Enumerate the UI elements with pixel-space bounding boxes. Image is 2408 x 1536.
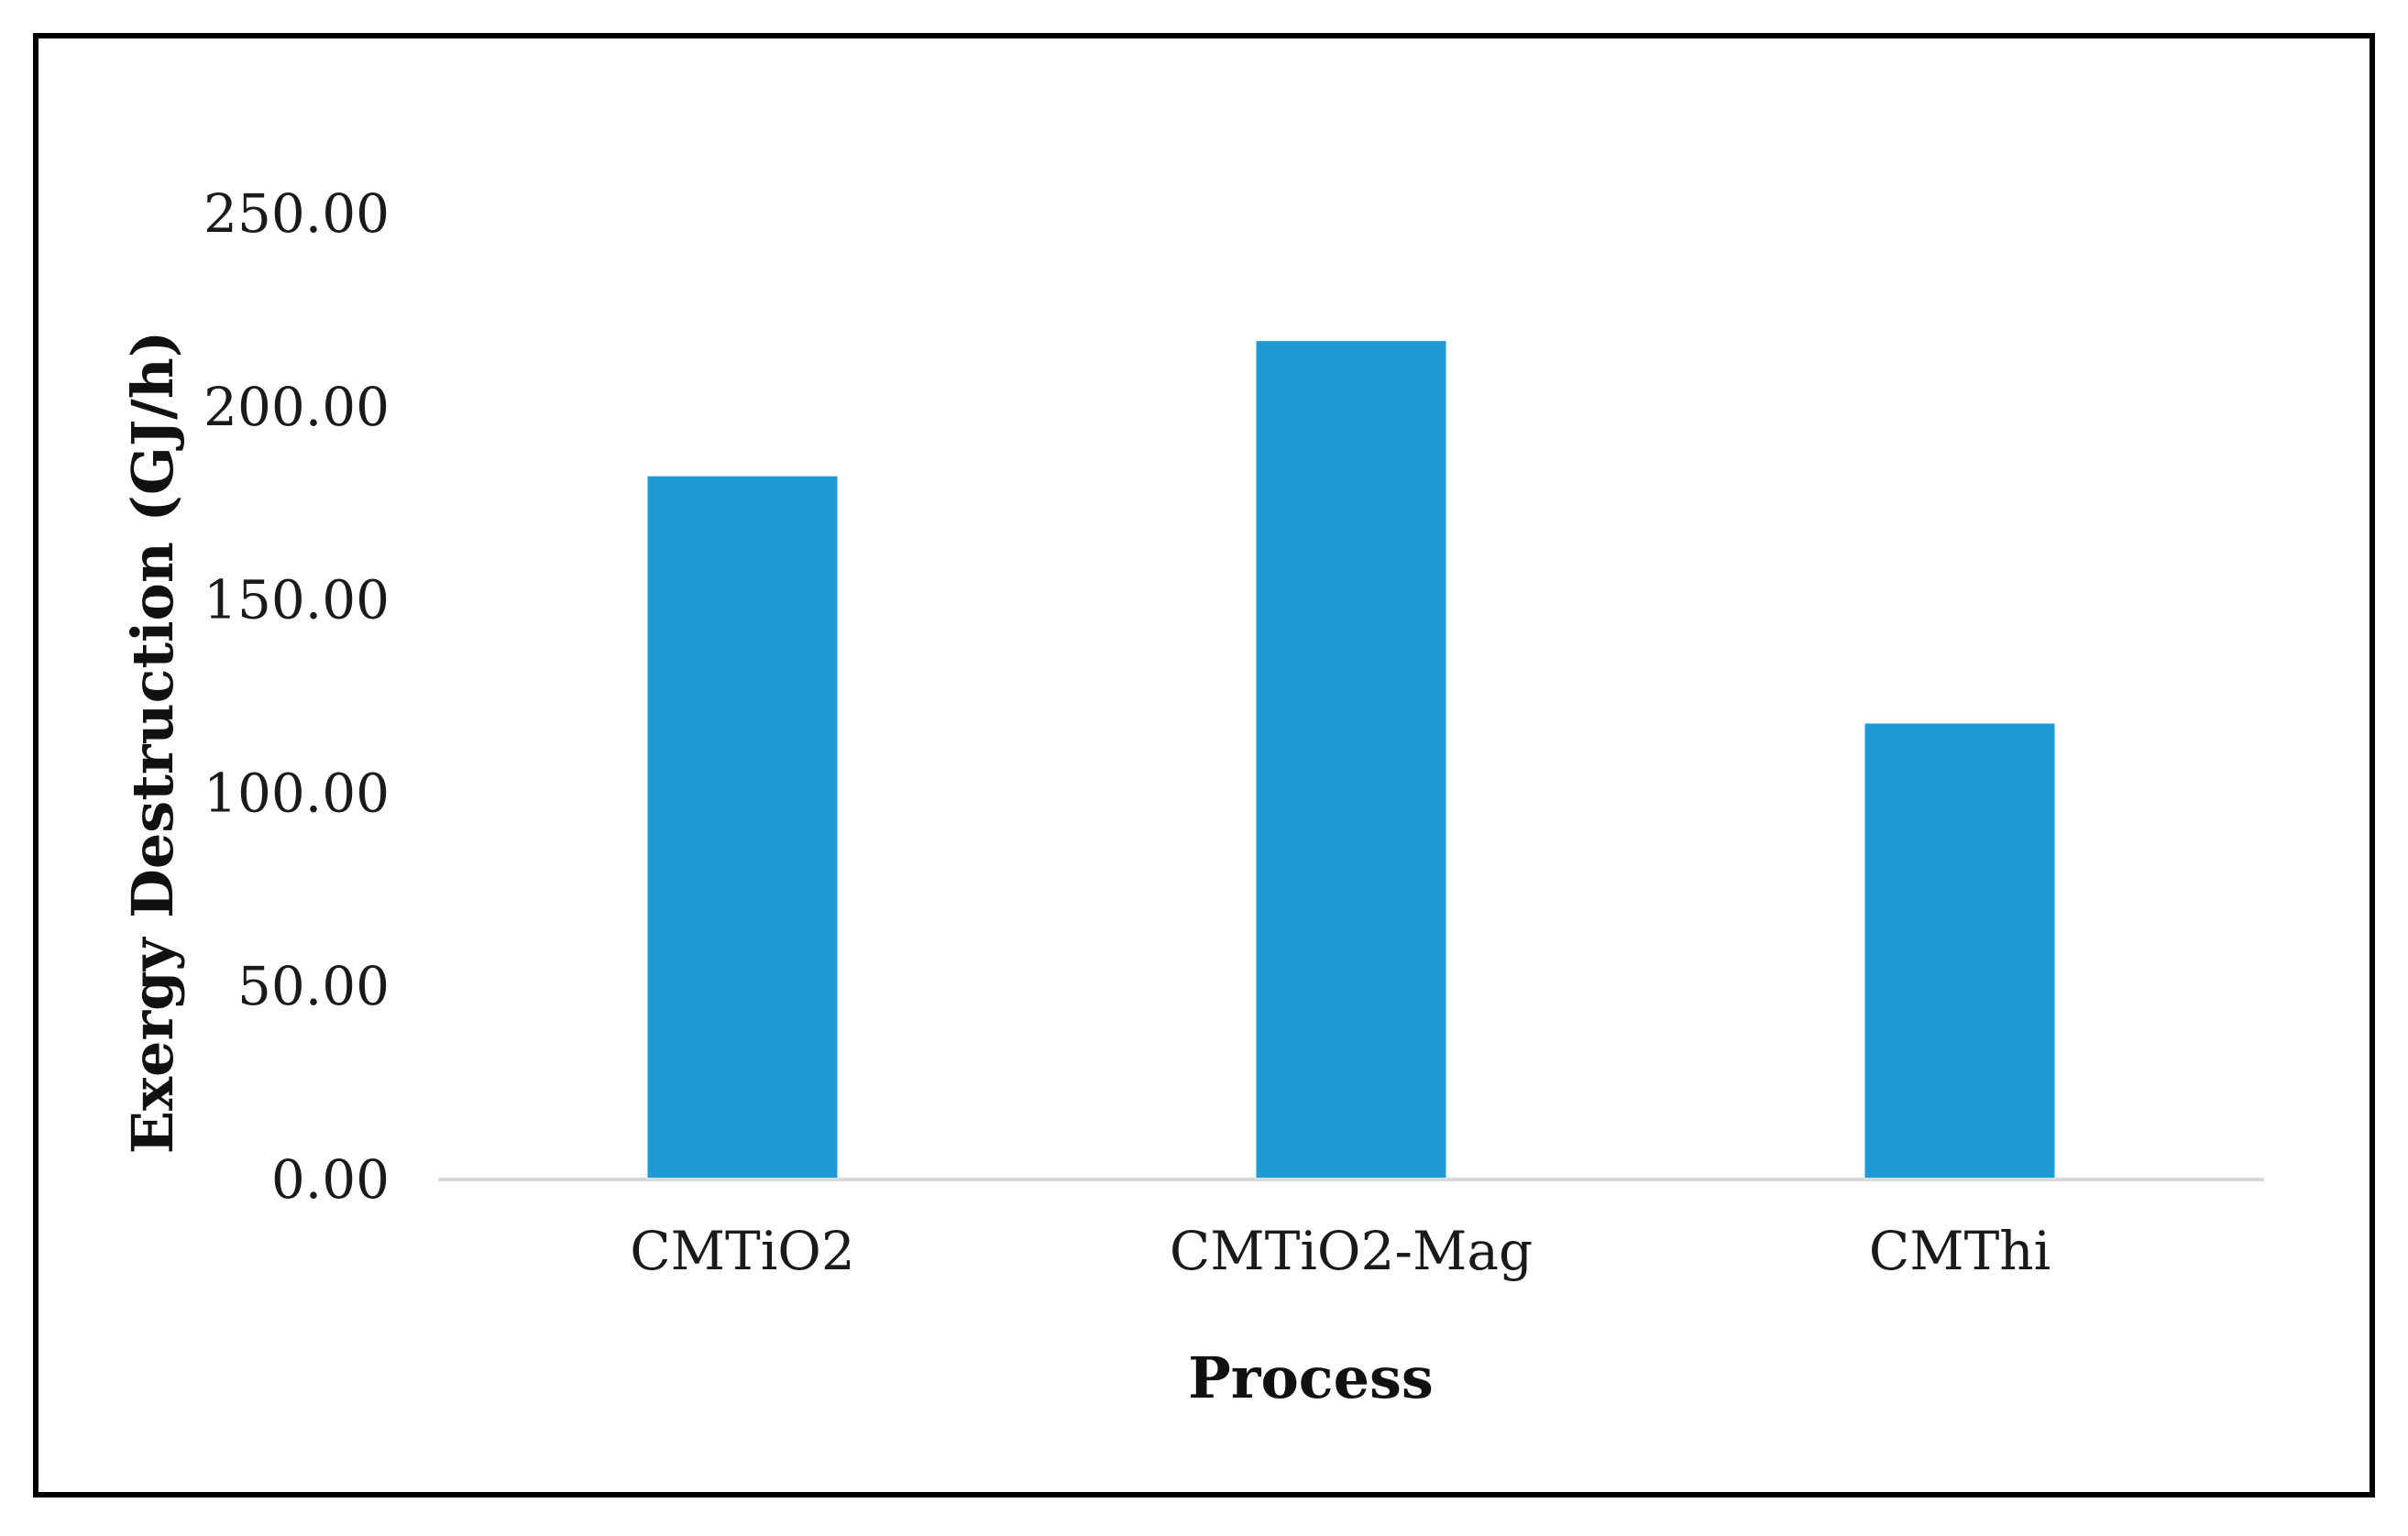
- y-tick-label: 200.00: [203, 376, 390, 438]
- x-tick-label: CMTiO2-Mag: [1170, 1220, 1533, 1282]
- x-axis-title: Process: [1188, 1344, 1434, 1411]
- x-tick-label: CMTiO2: [630, 1220, 854, 1282]
- x-axis-ticks: CMTiO2 CMTiO2-Mag CMThi: [630, 1220, 2051, 1282]
- y-tick-label: 150.00: [203, 569, 390, 631]
- y-tick-label: 100.00: [203, 762, 390, 824]
- y-axis-ticks: 0.00 50.00 100.00 150.00 200.00 250.00: [203, 182, 390, 1211]
- bar-cmtio2-mag: [1256, 341, 1446, 1179]
- bar-cmtio2: [647, 476, 838, 1179]
- y-tick-label: 50.00: [237, 955, 390, 1017]
- y-tick-label: 0.00: [271, 1148, 390, 1211]
- y-tick-label: 250.00: [203, 182, 390, 245]
- y-axis-title: Exergy Destruction (GJ/h): [119, 331, 186, 1154]
- bars: [647, 341, 2055, 1179]
- bar-cmthi: [1864, 723, 2055, 1179]
- x-tick-label: CMThi: [1869, 1220, 2051, 1282]
